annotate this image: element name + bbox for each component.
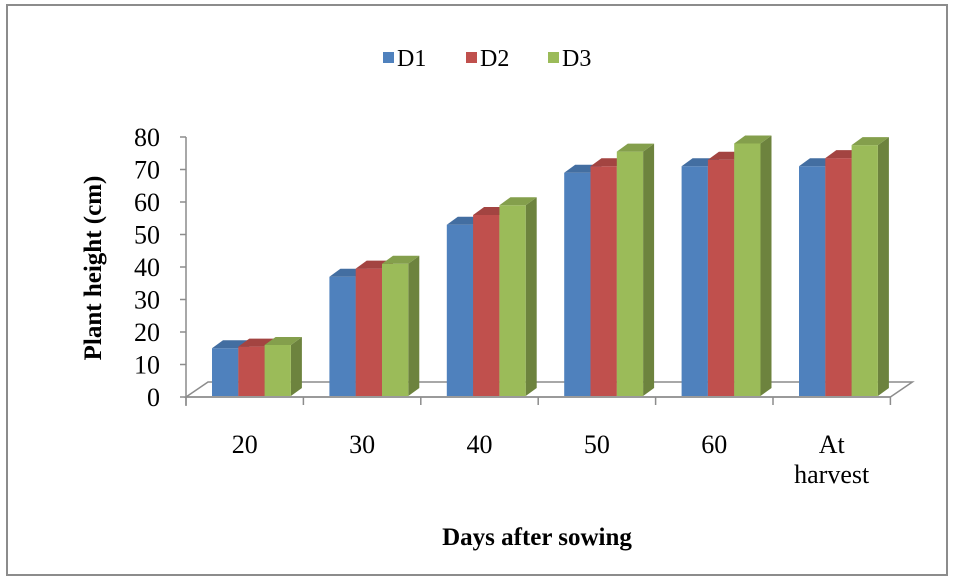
x-tick-label: 20 [232, 430, 258, 459]
x-axis-label: Days after sowing [442, 524, 632, 551]
bar-d3-30 [382, 255, 420, 396]
y-tick-label: 50 [134, 221, 160, 250]
legend: D1 D2 D3 [383, 46, 591, 72]
bar-d3-20 [264, 337, 302, 396]
y-tick-label: 70 [134, 156, 160, 185]
y-tick-label: 80 [134, 123, 160, 152]
x-tick-label: 50 [584, 430, 610, 459]
x-axis-ticks: 20 30 40 50 60 At harvest [232, 430, 870, 489]
y-tick-label: 60 [134, 188, 160, 217]
bar-d3-40 [499, 197, 537, 396]
bar-d3-at-harvest [851, 137, 889, 396]
x-tick-label: At harvest [794, 430, 870, 489]
x-tick-label: 60 [701, 430, 727, 459]
y-axis-label: Plant height (cm) [80, 176, 107, 361]
x-tick-label: 30 [349, 430, 375, 459]
x-tick-label: 40 [467, 430, 493, 459]
y-axis-ticks: 0 10 20 30 40 50 60 70 80 [134, 123, 187, 412]
y-tick-label: 0 [147, 383, 160, 412]
y-tick-label: 40 [134, 253, 160, 282]
legend-label-d2: D2 [480, 46, 509, 72]
legend-label-d1: D1 [397, 46, 426, 72]
y-tick-label: 20 [134, 318, 160, 347]
y-tick-label: 30 [134, 286, 160, 315]
legend-swatch-d2 [466, 52, 477, 63]
legend-label-d3: D3 [562, 46, 591, 72]
bar-d3-50 [616, 143, 655, 396]
bar-d3-60 [734, 135, 772, 396]
legend-swatch-d3 [548, 52, 559, 63]
y-tick-label: 10 [134, 351, 160, 380]
bars [212, 135, 889, 396]
legend-swatch-d1 [383, 52, 394, 63]
